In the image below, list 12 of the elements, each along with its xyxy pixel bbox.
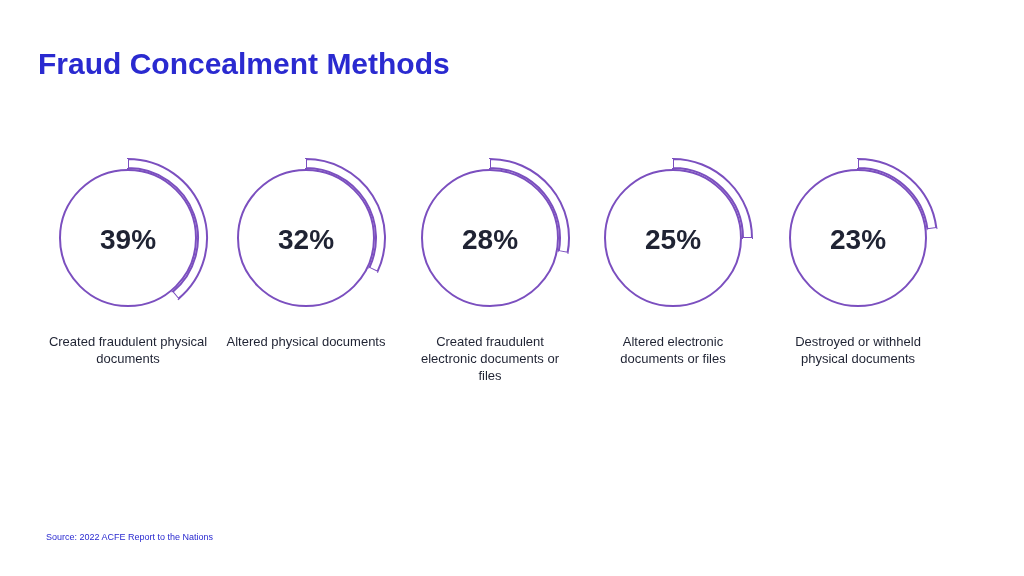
text: Created fraudulent electronic documents or files: [420, 334, 560, 383]
text: Altered physical documents: [226, 334, 386, 349]
text: 23%: [829, 224, 887, 255]
text: Altered electronic documents or files: [620, 334, 727, 366]
text: 32%: [277, 224, 335, 255]
source-note: Source: 2022 ACFE Report to the Nations: [46, 532, 214, 542]
text: 39%: [99, 224, 157, 255]
text: Destroyed or withheld physical documents: [795, 334, 921, 366]
chart-title: Fraud Concealment Methods: [38, 47, 450, 80]
text: 25%: [644, 224, 702, 255]
text: 28%: [461, 224, 519, 255]
text: Created fraudulent physical documents: [48, 334, 208, 366]
